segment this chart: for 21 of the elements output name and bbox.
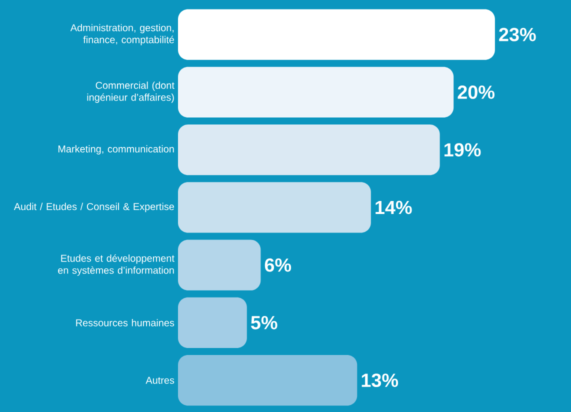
y-tick-label: Commercial (dont ingénieur d’affaires) [87,82,174,103]
bar [178,354,358,406]
y-tick-label: Etudes et développement en systèmes d’information [58,254,174,276]
bar [178,124,440,176]
data-label: 13% [362,374,398,388]
data-label: 23% [499,28,536,42]
data-label: 20% [458,85,494,99]
bar [178,66,454,118]
bar [178,297,247,348]
bar [178,240,261,290]
y-tick-label: Administration, gestion, finance, comptabilité [70,24,174,46]
data-label: 6% [264,258,292,272]
bar [178,182,371,233]
data-label: 19% [444,143,481,157]
data-label: 5% [251,316,278,330]
y-tick-label: Autres [146,376,174,384]
y-tick-label: Marketing, communication [58,145,174,154]
bar [178,9,495,60]
data-label: 14% [376,200,412,214]
y-tick-label: Audit / Etudes / Conseil & Expertise [14,202,174,212]
y-tick-label: Ressources humaines [76,319,174,326]
